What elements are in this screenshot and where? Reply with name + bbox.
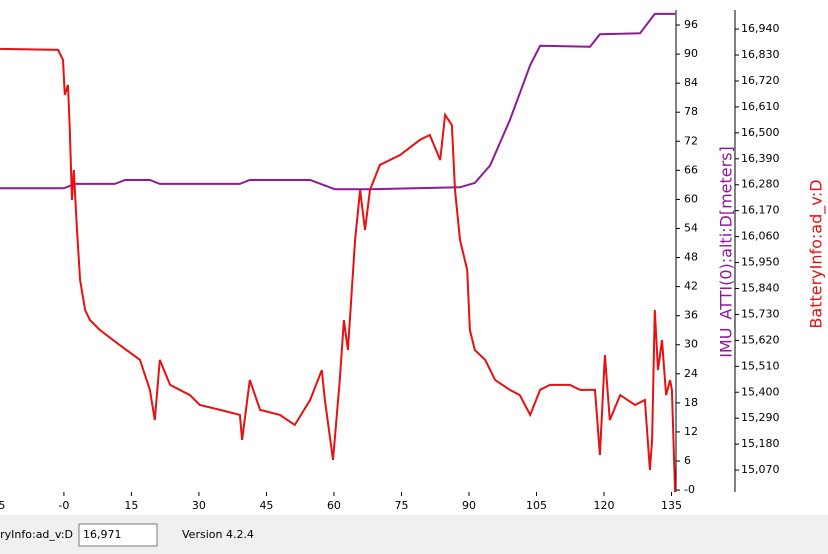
y-tick-label: 66: [684, 163, 698, 176]
x-tick-label: 75: [394, 499, 408, 512]
version: Version 4.2.4: [182, 528, 254, 541]
y2-tick-label: 15,290: [741, 411, 780, 424]
y-tick-label: 36: [684, 309, 698, 322]
x-tick-label: 135: [661, 499, 682, 512]
x-tick-label: 105: [526, 499, 547, 512]
y-tick-label: 12: [684, 425, 698, 438]
y2-tick-label: 15,510: [741, 359, 780, 372]
y2-tick-label: 15,950: [741, 256, 780, 269]
x-tick-label: -15: [0, 499, 5, 512]
y2-tick-label: 16,500: [741, 126, 780, 139]
y-tick-label: 60: [684, 192, 698, 205]
series-line: [0, 12, 676, 191]
y-tick-label: 54: [684, 221, 698, 234]
y2-tick-label: 15,070: [741, 463, 780, 476]
y-tick-label: 48: [684, 251, 698, 264]
y-tick-label: 84: [684, 76, 698, 89]
series-line: [0, 47, 677, 493]
value-input-text[interactable]: 16,971: [83, 528, 122, 541]
y2-tick-label: 15,400: [741, 385, 780, 398]
x-tick-label: 120: [593, 499, 614, 512]
y-tick-label: 72: [684, 134, 698, 147]
y-tick-label: 96: [684, 18, 698, 31]
y2-tick-label: 16,830: [741, 48, 780, 61]
y-tick-label: -0: [684, 483, 695, 496]
value-input[interactable]: [78, 523, 158, 547]
y-tick-label: 18: [684, 396, 698, 409]
y2-tick-label: 15,840: [741, 281, 780, 294]
x-tick-label: 45: [259, 499, 273, 512]
x-tick-label: 60: [327, 499, 341, 512]
y-axis-title: IMU_ATTI(0):alti:D[meters]: [717, 146, 737, 358]
y2-tick-label: 15,620: [741, 333, 780, 346]
y2-axis-title: BatteryInfo:ad_v:D: [807, 179, 827, 328]
y-tick-label: 30: [684, 338, 698, 351]
y2-tick-label: 15,180: [741, 437, 780, 450]
y-tick-label: 90: [684, 47, 698, 60]
y2-tick-label: 16,940: [741, 22, 780, 35]
y-tick-label: 6: [684, 454, 691, 467]
y2-tick-label: 15,730: [741, 307, 780, 320]
y2-tick-label: 16,720: [741, 74, 780, 87]
y2-tick-label: 16,280: [741, 178, 780, 191]
y-tick-label: 78: [684, 105, 698, 118]
y-tick-label: 42: [684, 280, 698, 293]
y2-tick-label: 16,390: [741, 152, 780, 165]
x-tick-label: 30: [192, 499, 206, 512]
y-tick-label: 24: [684, 367, 698, 380]
y2-tick-label: 16,170: [741, 204, 780, 217]
status-label: BatteryInfo:ad_v:D: [0, 528, 73, 541]
x-tick-label: 15: [124, 499, 138, 512]
y2-tick-label: 16,610: [741, 100, 780, 113]
x-tick-label: -0: [58, 499, 69, 512]
x-tick-label: 90: [462, 499, 476, 512]
y2-tick-label: 16,060: [741, 230, 780, 243]
